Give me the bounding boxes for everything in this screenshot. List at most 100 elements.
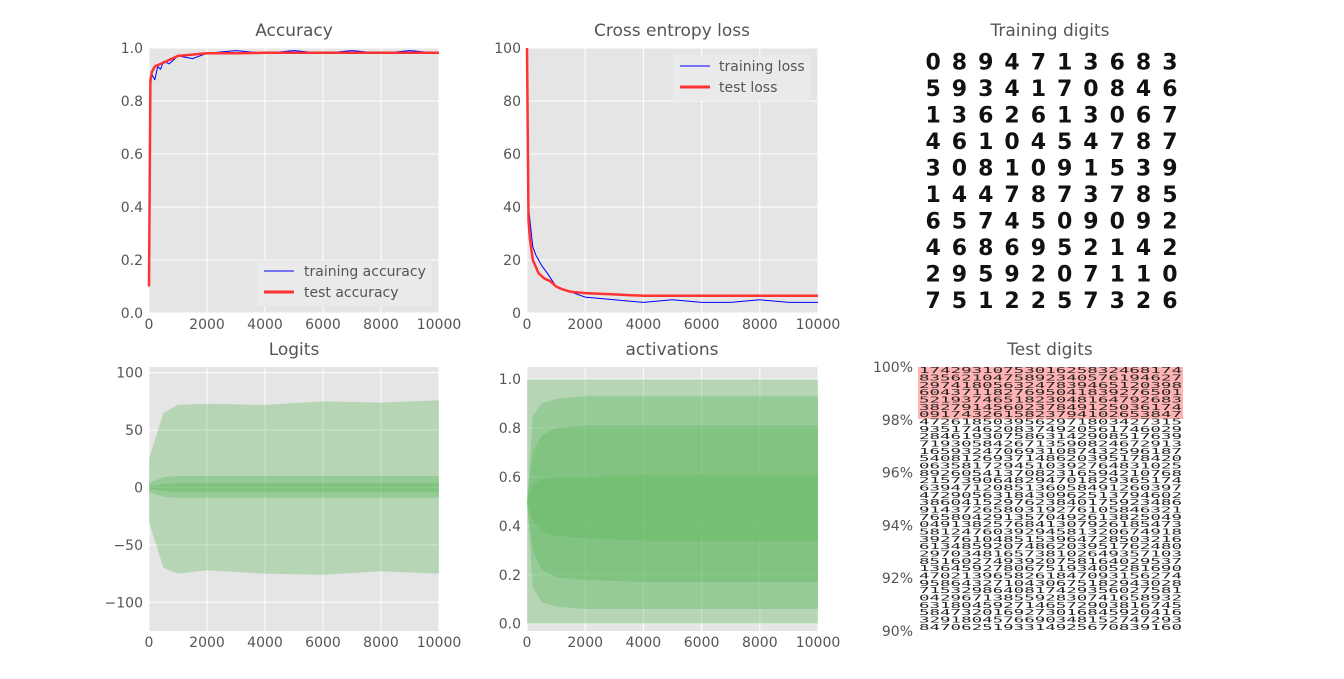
training-digit: 6 <box>1162 77 1177 102</box>
chart-title: activations <box>625 340 718 360</box>
training-digit: 0 <box>1031 157 1046 182</box>
training-digit: 5 <box>1057 236 1072 261</box>
training-digit: 6 <box>952 236 967 261</box>
training-digit: 4 <box>1031 130 1046 155</box>
y-tick-label: 1.0 <box>121 41 143 57</box>
test-digit-row: 7153298640817429356027581 <box>919 586 1182 595</box>
training-digit: 3 <box>978 77 993 102</box>
legend-label-test-loss: test loss <box>719 80 777 96</box>
training-digit: 8 <box>1136 183 1151 208</box>
x-tick-labels: 0 2000 4000 6000 8000 10000 <box>145 635 462 651</box>
plot-background <box>149 367 439 631</box>
training-digit: 4 <box>978 183 993 208</box>
training-digit: 7 <box>925 289 940 314</box>
training-digit: 2 <box>1136 289 1151 314</box>
x-tick-label: 2000 <box>189 317 225 333</box>
training-digit: 5 <box>952 210 967 235</box>
test-digit-row: 5847320169273016845920416 <box>919 608 1182 617</box>
training-digit: 1 <box>1057 104 1072 129</box>
y-tick-labels: 100% 98% 96% 94% 92% 90% <box>873 360 913 640</box>
training-digit: 4 <box>952 183 967 208</box>
y-tick-label: 98% <box>882 413 913 429</box>
test-digit-row: 8516027493920758164029537 <box>919 557 1182 566</box>
training-digits-panel: Training digits 0 8 9 4 7 1 3 6 8 35 9 3 4 1 7 0 8 4 61 3 6 2… <box>925 21 1177 314</box>
training-digit: 9 <box>1057 157 1072 182</box>
x-tick-label: 4000 <box>247 635 283 651</box>
training-digit: 8 <box>952 51 967 76</box>
test-digit-row: 6134859207486203951762480 <box>919 542 1182 551</box>
x-tick-labels: 0 2000 4000 6000 8000 10000 <box>145 317 462 333</box>
training-digit: 1 <box>1136 263 1151 288</box>
misclassified-highlight <box>918 367 1183 419</box>
test-digit-row: 1364592780675193405281690 <box>919 564 1182 573</box>
test-digit-row: 2970348165738102649357103 <box>919 550 1182 559</box>
x-tick-label: 6000 <box>305 317 341 333</box>
y-tick-label: 50 <box>125 423 143 439</box>
training-digits-grid: 0 8 9 4 7 1 3 6 8 35 9 3 4 1 7 0 8 4 61 3 6 2 6 1 3 0 6 74 6 1 0 4 5 4 7 8 7… <box>925 51 1177 315</box>
chart-marks <box>525 47 818 303</box>
training-digit: 5 <box>952 289 967 314</box>
training-digit: 8 <box>1031 183 1046 208</box>
y-tick-label: 0.0 <box>499 617 521 633</box>
test-digit-row: 0491382576841307926185473 <box>919 520 1182 529</box>
training-digit: 5 <box>1162 183 1177 208</box>
training-digit: 6 <box>978 104 993 129</box>
test-digit-row: 3927610485153964728503216 <box>919 535 1182 544</box>
test-digit-row: 9351746208374920561746029 <box>919 425 1182 434</box>
test-digits-panel: Test digits 1742931075301625832468174835… <box>873 340 1183 640</box>
test-digit-row: 2974180563247839465120398 <box>919 381 1182 390</box>
training-digit: 2 <box>1162 210 1177 235</box>
training-digit: 2 <box>1083 236 1098 261</box>
legend-label-training-loss: training loss <box>719 59 805 75</box>
test-digit-row: 5812476039294581320674918 <box>919 528 1182 537</box>
x-tick-label: 10000 <box>417 317 462 333</box>
test-digit-row: 7193058426713590824672913 <box>919 440 1182 449</box>
training-digit: 2 <box>1031 263 1046 288</box>
x-tick-label: 6000 <box>684 635 720 651</box>
training-digit: 1 <box>1083 157 1098 182</box>
legend-label-training-accuracy: training accuracy <box>304 264 426 280</box>
test-digit-row: 9143726580319276105846321 <box>919 506 1182 515</box>
training-digit: 7 <box>1057 183 1072 208</box>
training-digit: 5 <box>1031 210 1046 235</box>
percentile-band <box>527 425 818 583</box>
x-tick-labels: 0 2000 4000 6000 8000 10000 <box>523 635 841 651</box>
percentile-band <box>527 379 818 624</box>
training-digit: 0 <box>1057 210 1072 235</box>
training-digits-title: Training digits <box>989 21 1109 41</box>
legend-box <box>673 55 811 101</box>
training-digit: 6 <box>1031 104 1046 129</box>
x-tick-label: 2000 <box>567 635 603 651</box>
percentile-band <box>149 482 439 493</box>
training-digit: 5 <box>925 77 940 102</box>
training-digit: 3 <box>952 104 967 129</box>
y-tick-label: 90% <box>882 624 913 640</box>
training-digit: 0 <box>1004 130 1019 155</box>
series-line <box>525 47 818 298</box>
test-digit-row: 4702139658261847093156274 <box>919 572 1182 581</box>
training-digit: 7 <box>1110 183 1125 208</box>
y-tick-label: 20 <box>503 253 521 269</box>
y-tick-label: 0.6 <box>499 470 521 486</box>
training-digit: 2 <box>1031 289 1046 314</box>
x-tick-label: 0 <box>145 635 154 651</box>
training-digit: 3 <box>1083 104 1098 129</box>
test-digit-row: 9586432710430675182943028 <box>919 579 1182 588</box>
training-digit: 9 <box>1162 157 1177 182</box>
training-digit: 6 <box>952 130 967 155</box>
training-digit: 3 <box>1136 157 1151 182</box>
test-digit-row: 6043711827695041839276501 <box>919 388 1182 397</box>
chart-title: Logits <box>269 340 320 360</box>
training-digit: 5 <box>1057 289 1072 314</box>
legend: training loss test loss <box>673 55 811 101</box>
training-digit: 1 <box>1110 236 1125 261</box>
x-tick-label: 8000 <box>363 317 399 333</box>
percentile-band <box>527 474 818 541</box>
legend-box <box>257 260 432 306</box>
x-tick-label: 10000 <box>796 635 841 651</box>
training-digit: 0 <box>1110 210 1125 235</box>
training-digit: 9 <box>1083 210 1098 235</box>
training-digit: 6 <box>925 210 940 235</box>
training-digit: 1 <box>1110 263 1125 288</box>
